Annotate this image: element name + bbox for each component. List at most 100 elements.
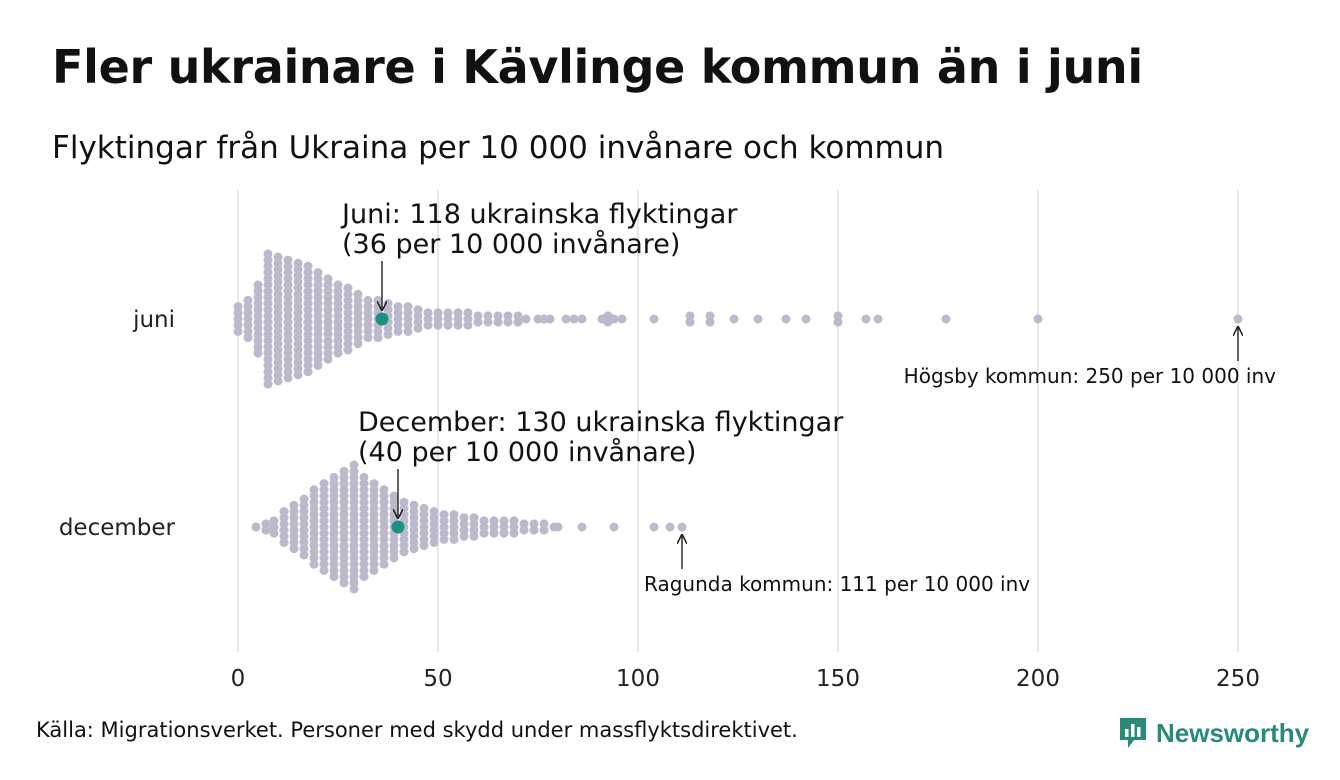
data-point [273, 345, 283, 355]
data-point [439, 522, 449, 532]
data-point [319, 541, 329, 551]
data-point [539, 525, 549, 535]
data-point [833, 317, 843, 327]
row-labels: juni december [59, 307, 176, 541]
data-point [283, 361, 293, 370]
grid-lines [237, 190, 1239, 652]
data-point [319, 534, 329, 544]
data-point [293, 339, 303, 349]
data-point [323, 342, 333, 352]
data-point [269, 516, 279, 526]
data-point [333, 342, 343, 352]
data-point [303, 317, 313, 327]
data-point [469, 525, 479, 535]
data-point [233, 326, 243, 336]
newsworthy-logo: Newsworthy [1118, 713, 1309, 753]
data-point [333, 311, 343, 321]
x-tick-label: 200 [1016, 666, 1060, 692]
data-point [339, 547, 349, 557]
data-point [323, 323, 333, 333]
data-point [263, 286, 273, 296]
data-point [399, 534, 409, 544]
data-point [323, 286, 333, 296]
data-point [243, 333, 253, 343]
data-point [309, 497, 319, 507]
data-point [253, 292, 263, 302]
data-point [309, 553, 319, 563]
data-point [299, 500, 309, 510]
data-point [359, 528, 369, 538]
data-point [309, 528, 319, 538]
data-point [493, 311, 503, 321]
data-point [459, 519, 469, 529]
data-point [313, 317, 323, 327]
data-point [303, 361, 313, 370]
data-point [363, 333, 373, 343]
data-point [279, 531, 289, 541]
data-point [303, 330, 313, 339]
data-point [273, 308, 283, 318]
data-point [273, 258, 283, 268]
data-point [383, 330, 393, 339]
data-point [309, 510, 319, 520]
data-point [303, 292, 313, 302]
data-point [303, 354, 313, 364]
data-point [279, 507, 289, 516]
data-point [409, 500, 419, 510]
data-point [283, 342, 293, 352]
data-point [263, 336, 273, 346]
data-point [433, 308, 443, 318]
data-point [399, 497, 409, 507]
data-point [303, 342, 313, 352]
data-point [333, 299, 343, 308]
data-point [483, 311, 493, 321]
data-point [409, 507, 419, 516]
data-point [685, 317, 695, 327]
data-point [369, 479, 379, 489]
data-point [459, 525, 469, 535]
data-point [283, 305, 293, 315]
data-point [403, 320, 413, 330]
data-point [323, 305, 333, 315]
data-point [449, 534, 459, 544]
data-point [319, 510, 329, 520]
data-point [419, 522, 429, 532]
data-point [243, 320, 253, 330]
data-point [349, 485, 359, 495]
data-point [349, 534, 359, 544]
data-point [379, 516, 389, 526]
data-point [251, 522, 261, 532]
chart-title: Fler ukrainare i Kävlinge kommun än i ju… [52, 40, 1143, 94]
data-point [753, 314, 763, 324]
data-point [359, 547, 369, 557]
data-point [293, 302, 303, 312]
data-point [419, 510, 429, 520]
data-point [293, 320, 303, 330]
data-point [353, 339, 363, 349]
data-point [333, 280, 343, 290]
data-point [553, 522, 563, 532]
data-point [343, 314, 353, 324]
data-point [359, 491, 369, 501]
data-point [363, 308, 373, 318]
data-point [479, 528, 489, 538]
data-point [545, 314, 555, 324]
data-point [329, 485, 339, 495]
highlight-point [375, 312, 389, 326]
data-point [363, 320, 373, 330]
data-point [333, 348, 343, 358]
data-point [429, 507, 439, 516]
data-point [263, 379, 273, 389]
data-point [379, 510, 389, 520]
data-point [309, 516, 319, 526]
data-point [433, 320, 443, 330]
data-point [319, 528, 329, 538]
data-point [253, 305, 263, 315]
data-point [319, 516, 329, 526]
data-point [429, 525, 439, 535]
data-point [261, 519, 271, 529]
data-point [339, 541, 349, 551]
data-point [359, 572, 369, 582]
data-point [289, 513, 299, 523]
data-point [333, 336, 343, 346]
